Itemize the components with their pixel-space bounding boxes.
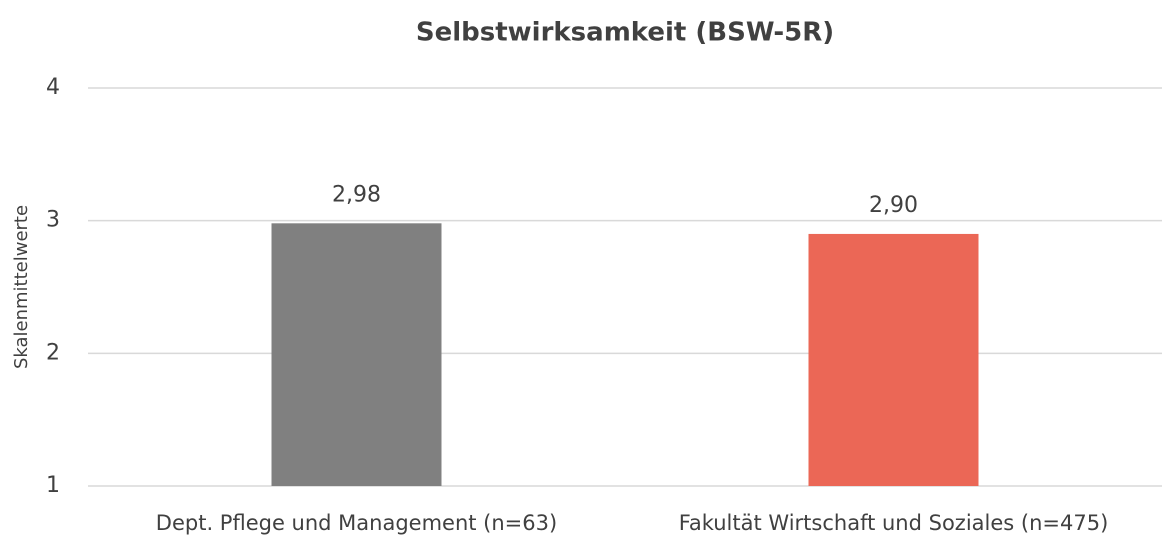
bar (808, 233, 979, 486)
y-tick-label: 3 (46, 208, 60, 233)
value-label: 2,90 (869, 193, 918, 218)
value-label: 2,98 (332, 182, 381, 207)
y-axis-label: Skalenmittelwerte (11, 205, 32, 369)
y-tick-label: 4 (46, 75, 60, 100)
bar (271, 223, 442, 486)
chart-title: Selbstwirksamkeit (BSW-5R) (416, 18, 834, 48)
y-tick-label: 2 (46, 340, 60, 365)
x-tick-label: Fakultät Wirtschaft und Soziales (n=475) (679, 511, 1109, 535)
y-tick-label: 1 (46, 473, 60, 498)
x-tick-label: Dept. Pflege und Management (n=63) (156, 511, 557, 535)
